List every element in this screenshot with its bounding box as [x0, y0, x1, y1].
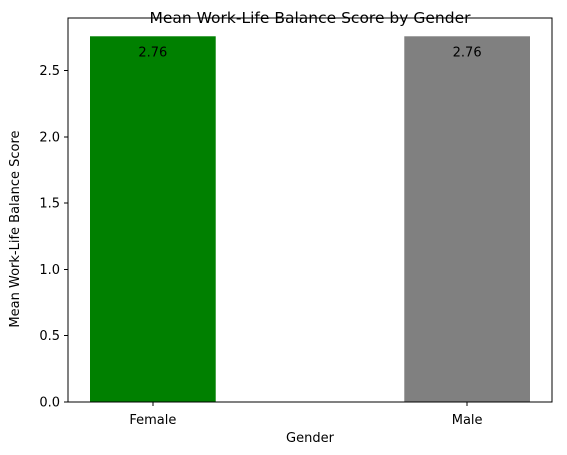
x-axis: Female Male: [129, 402, 483, 428]
bars-layer: [90, 36, 530, 403]
x-tick-label-female: Female: [129, 413, 176, 428]
data-label-male: 2.76: [453, 45, 482, 60]
y-tick-label: 2.0: [39, 130, 60, 145]
y-axis-label: Mean Work-Life Balance Score: [8, 130, 23, 327]
y-tick-label: 1.5: [39, 197, 60, 212]
data-label-female: 2.76: [138, 45, 167, 60]
y-tick-label: 0.5: [39, 329, 60, 344]
x-axis-label: Gender: [286, 431, 335, 446]
y-tick-label: 0.0: [39, 396, 60, 411]
y-axis: 0.0 0.5 1.0 1.5 2.0 2.5: [39, 64, 68, 411]
y-tick-label: 1.0: [39, 263, 60, 278]
bar-male: [404, 36, 530, 403]
plot-frame: [67, 17, 553, 403]
y-tick-label: 2.5: [39, 64, 60, 79]
x-tick-label-male: Male: [452, 413, 483, 428]
data-labels-layer: 2.76 2.76: [138, 45, 481, 60]
bar-female: [90, 36, 216, 403]
